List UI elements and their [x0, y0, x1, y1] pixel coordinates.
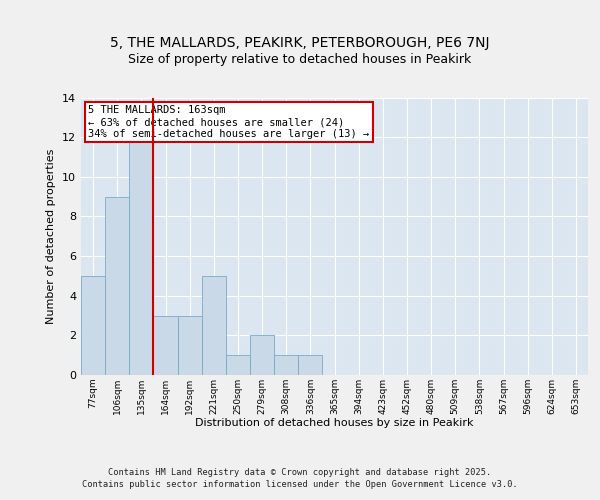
Bar	[298, 355, 322, 375]
Bar	[105, 196, 129, 375]
Bar	[154, 316, 178, 375]
Bar	[202, 276, 226, 375]
Text: 5 THE MALLARDS: 163sqm
← 63% of detached houses are smaller (24)
34% of semi-det: 5 THE MALLARDS: 163sqm ← 63% of detached…	[88, 106, 370, 138]
Bar	[178, 316, 202, 375]
Y-axis label: Number of detached properties: Number of detached properties	[46, 148, 56, 324]
Bar	[250, 336, 274, 375]
Text: Contains HM Land Registry data © Crown copyright and database right 2025.
Contai: Contains HM Land Registry data © Crown c…	[82, 468, 518, 489]
Bar	[274, 355, 298, 375]
Bar	[226, 355, 250, 375]
Bar	[129, 137, 154, 375]
Text: Size of property relative to detached houses in Peakirk: Size of property relative to detached ho…	[128, 52, 472, 66]
X-axis label: Distribution of detached houses by size in Peakirk: Distribution of detached houses by size …	[195, 418, 474, 428]
Bar	[81, 276, 105, 375]
Text: 5, THE MALLARDS, PEAKIRK, PETERBOROUGH, PE6 7NJ: 5, THE MALLARDS, PEAKIRK, PETERBOROUGH, …	[110, 36, 490, 50]
